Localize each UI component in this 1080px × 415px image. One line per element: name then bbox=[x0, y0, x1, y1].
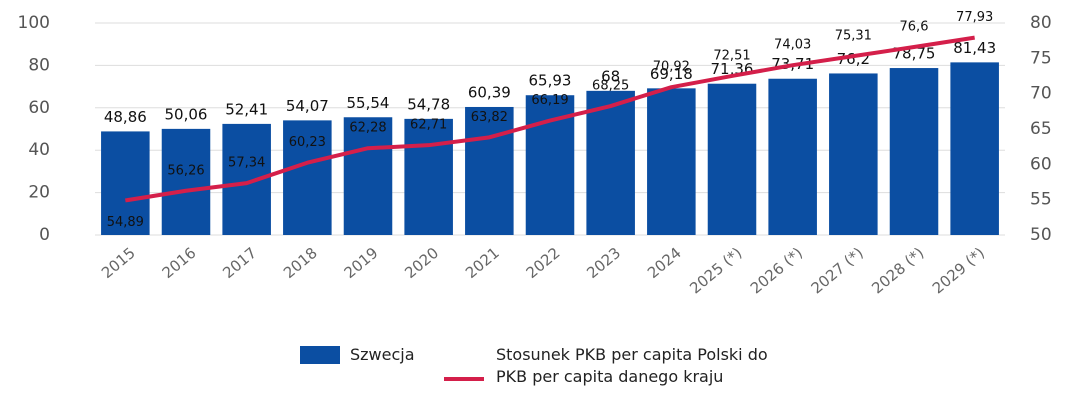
bar-value-label: 65,93 bbox=[529, 72, 572, 90]
x-tick-label: 2015 bbox=[98, 244, 139, 282]
x-tick-label: 2024 bbox=[644, 244, 685, 282]
x-tick-label: 2016 bbox=[159, 244, 200, 282]
bar-value-label: 54,78 bbox=[407, 95, 450, 113]
x-tick-label: 2027 (*) bbox=[808, 244, 867, 298]
bar bbox=[161, 128, 211, 235]
line-value-label: 72,51 bbox=[713, 48, 750, 63]
bar bbox=[950, 62, 999, 235]
y2-tick-label: 65 bbox=[1030, 119, 1052, 139]
y2-tick-label: 50 bbox=[1030, 225, 1052, 245]
bar bbox=[768, 78, 817, 235]
x-tick-label: 2018 bbox=[280, 244, 321, 282]
bar bbox=[101, 131, 150, 235]
x-tick-label: 2021 bbox=[462, 244, 503, 282]
y-tick-label: 20 bbox=[28, 183, 50, 203]
bar bbox=[829, 73, 878, 236]
line-value-label: 77,93 bbox=[956, 10, 993, 25]
y2-tick-label: 70 bbox=[1030, 84, 1052, 104]
line-value-label: 54,89 bbox=[107, 215, 144, 230]
line-value-label: 74,03 bbox=[774, 38, 811, 53]
line-value-label: 76,6 bbox=[900, 20, 929, 35]
x-tick-label: 2017 bbox=[219, 244, 260, 282]
bar-value-label: 50,06 bbox=[165, 105, 208, 123]
bar bbox=[647, 88, 696, 235]
x-tick-label: 2025 (*) bbox=[686, 244, 745, 298]
y-tick-label: 80 bbox=[28, 55, 50, 75]
y-tick-label: 40 bbox=[28, 140, 50, 160]
bar-value-label: 69,18 bbox=[650, 65, 693, 83]
bar-value-label: 52,41 bbox=[225, 100, 268, 118]
line-value-label: 57,34 bbox=[228, 156, 265, 171]
bar-value-label: 81,43 bbox=[953, 39, 996, 57]
bar bbox=[343, 117, 393, 235]
line-value-label: 63,82 bbox=[471, 110, 508, 125]
x-tick-label: 2019 bbox=[341, 244, 382, 282]
y-tick-label: 100 bbox=[18, 13, 50, 33]
y2-tick-label: 75 bbox=[1030, 48, 1052, 68]
y-tick-label: 60 bbox=[28, 98, 50, 118]
y2-tick-label: 55 bbox=[1030, 190, 1052, 210]
line-value-label: 56,26 bbox=[167, 163, 204, 178]
x-tick-label: 2026 (*) bbox=[747, 244, 806, 298]
bar-value-label: 48,86 bbox=[104, 108, 147, 126]
bar bbox=[889, 68, 939, 235]
line-value-label: 62,71 bbox=[410, 118, 447, 133]
x-tick-label: 2023 bbox=[583, 244, 624, 282]
bar bbox=[586, 90, 635, 235]
line-value-label: 75,31 bbox=[835, 29, 872, 44]
bar bbox=[465, 106, 514, 235]
y2-tick-label: 60 bbox=[1030, 154, 1052, 174]
bar bbox=[707, 83, 757, 235]
bar bbox=[404, 118, 453, 235]
line-value-label: 70,92 bbox=[653, 60, 690, 75]
line-value-label: 62,28 bbox=[349, 121, 386, 136]
x-tick-label: 2022 bbox=[523, 244, 564, 282]
bar bbox=[283, 120, 332, 235]
y2-tick-label: 80 bbox=[1030, 13, 1052, 33]
bar-value-label: 68 bbox=[601, 67, 620, 85]
x-tick-label: 2028 (*) bbox=[868, 244, 927, 298]
legend-swatch-bar bbox=[300, 346, 340, 364]
line bbox=[125, 35, 975, 203]
bar-value-label: 60,39 bbox=[468, 83, 511, 101]
legend-label: Stosunek PKB per capita Polski do PKB pe… bbox=[496, 345, 768, 386]
legend-label: Szwecja bbox=[350, 345, 415, 364]
x-tick-label: 2020 bbox=[401, 244, 442, 282]
y-tick-label: 0 bbox=[39, 225, 50, 245]
line-value-label: 66,19 bbox=[531, 93, 568, 108]
line-value-label: 68,25 bbox=[592, 79, 629, 94]
line-value-label: 60,23 bbox=[289, 135, 326, 150]
x-tick-label: 2029 (*) bbox=[929, 244, 988, 298]
bar-value-label: 54,07 bbox=[286, 97, 329, 115]
bar-value-label: 55,54 bbox=[347, 94, 390, 112]
legend-swatch-line bbox=[444, 377, 484, 381]
